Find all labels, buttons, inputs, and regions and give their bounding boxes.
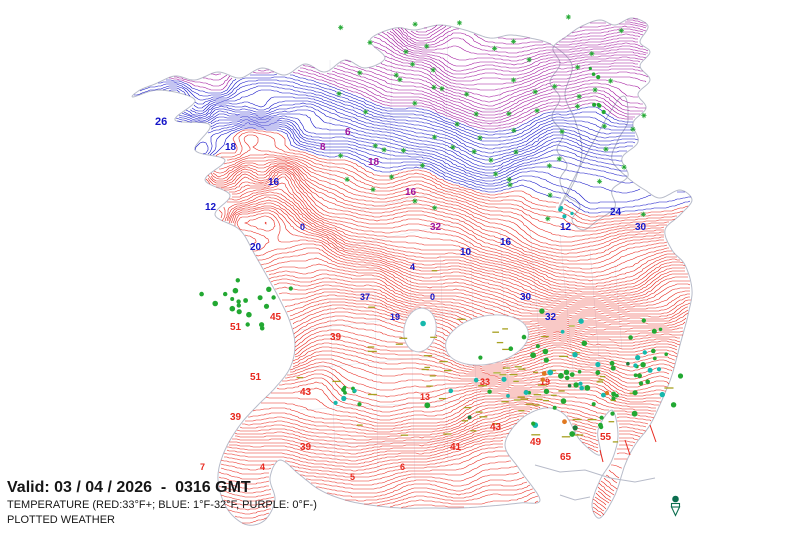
svg-text:7: 7 — [200, 462, 205, 472]
svg-text:18: 18 — [225, 142, 237, 153]
svg-text:8: 8 — [320, 142, 326, 153]
svg-text:49: 49 — [530, 437, 542, 448]
svg-text:32: 32 — [545, 312, 557, 323]
svg-text:4: 4 — [410, 262, 415, 272]
svg-text:32: 32 — [430, 222, 442, 233]
svg-text:51: 51 — [250, 372, 262, 383]
svg-text:6: 6 — [400, 462, 405, 472]
svg-text:39: 39 — [230, 412, 242, 423]
svg-text:39: 39 — [300, 442, 312, 453]
svg-text:45: 45 — [270, 312, 282, 323]
svg-text:65: 65 — [560, 452, 572, 463]
svg-text:30: 30 — [635, 222, 647, 233]
svg-text:37: 37 — [360, 292, 370, 302]
svg-text:12: 12 — [205, 202, 217, 213]
svg-text:20: 20 — [250, 242, 262, 253]
svg-text:41: 41 — [450, 442, 462, 453]
svg-text:12: 12 — [560, 222, 572, 233]
svg-text:6: 6 — [345, 127, 351, 138]
svg-text:55: 55 — [600, 432, 612, 443]
svg-text:51: 51 — [230, 322, 242, 333]
svg-text:16: 16 — [268, 177, 280, 188]
svg-text:30: 30 — [520, 292, 532, 303]
svg-text:43: 43 — [490, 422, 502, 433]
svg-text:13: 13 — [420, 392, 430, 402]
svg-text:43: 43 — [300, 387, 312, 398]
svg-text:0: 0 — [430, 292, 435, 302]
svg-text:24: 24 — [610, 207, 622, 218]
svg-text:19: 19 — [390, 312, 400, 322]
svg-text:39: 39 — [330, 332, 342, 343]
svg-text:4: 4 — [260, 462, 265, 472]
svg-text:16: 16 — [500, 237, 512, 248]
svg-text:0: 0 — [300, 222, 305, 232]
svg-text:33: 33 — [480, 377, 490, 387]
svg-text:16: 16 — [405, 187, 417, 198]
svg-text:26: 26 — [155, 116, 167, 128]
svg-text:5: 5 — [350, 472, 355, 482]
svg-text:10: 10 — [460, 247, 472, 258]
svg-text:18: 18 — [368, 157, 380, 168]
